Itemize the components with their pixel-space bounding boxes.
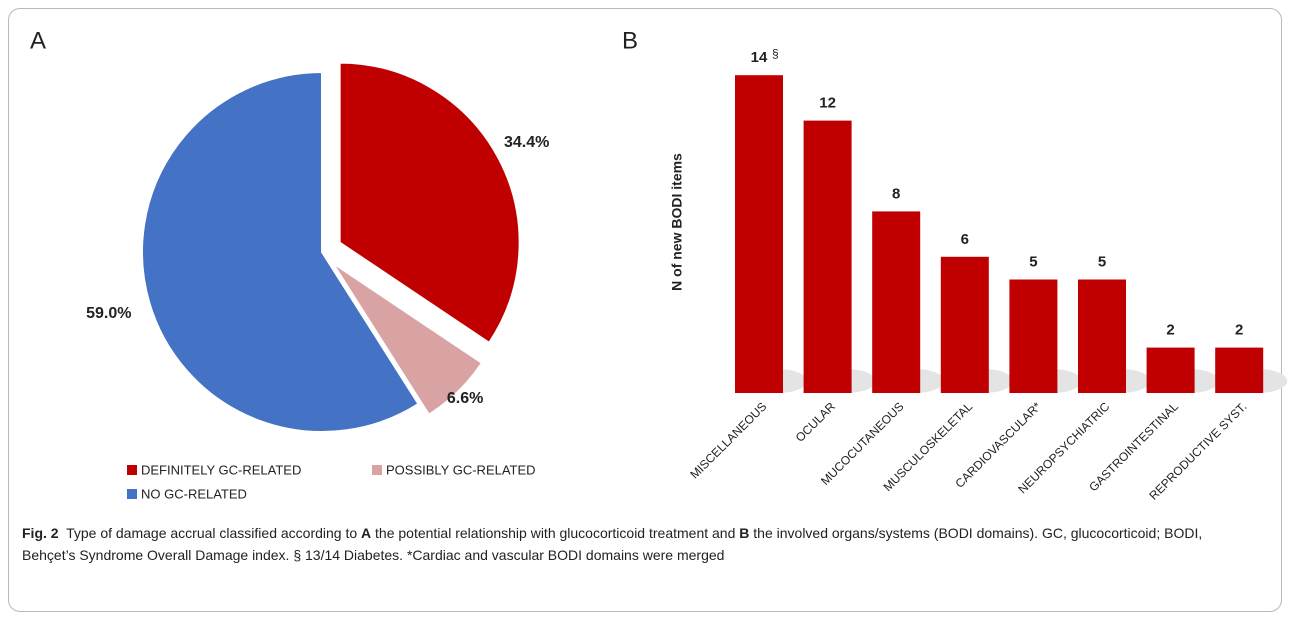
bar-value-label: 2 [1166,322,1174,339]
caption-text: Fig. 2 [22,525,59,541]
pie-slice [338,61,521,345]
bar [1146,347,1195,393]
legend-label: NO GC-RELATED [141,486,247,501]
legend-swatch [372,465,382,475]
slice-label: 59.0% [86,305,131,322]
bar [735,75,783,393]
bar [803,120,852,393]
legend-label: DEFINITELY GC-RELATED [141,462,301,477]
bar-value-label: 12 [819,95,836,112]
charts: A B 34.4% 6.6% 59.0% DEFINITELY GC-RELATED P… [30,27,1288,503]
bar [940,256,989,393]
x-tick-label: MISCELLANEOUS [687,399,769,481]
panel-label: A [30,27,46,54]
legend-swatch [127,489,137,499]
figure-frame [8,8,1282,612]
legend-swatch [127,465,137,475]
bar [1215,347,1264,393]
pie-slice [141,70,420,433]
bar [1009,279,1058,393]
bar-value-label: 2 [1235,322,1243,339]
x-tick-label: OCULAR [793,399,838,444]
bar-annotation: § [772,46,779,60]
caption-text: Type of damage accrual classified accord… [58,525,362,541]
bar [1078,279,1126,393]
caption: Fig. 2 Type of damage accrual classified… [22,522,1222,566]
bar-value-label: 6 [961,231,969,248]
bar-value-label: 14 [751,49,768,66]
bar-value-label: 8 [892,185,900,202]
caption-text: A [361,525,372,541]
slice-label: 34.4% [504,134,549,151]
legend-label: POSSIBLY GC-RELATED [386,462,536,477]
caption-text: B [739,525,750,541]
bar [872,211,921,393]
caption-text: the involved organs/systems (BODI domain… [22,525,1207,563]
slice-label: 6.6% [447,390,483,407]
caption-text: the potential relationship with glucocor… [371,525,740,541]
pie-slice [331,261,484,417]
panel-label: B [622,27,638,54]
y-axis-label: N of new BODI items [669,153,685,291]
bar-value-label: 5 [1098,253,1106,270]
bar-value-label: 5 [1029,253,1037,270]
